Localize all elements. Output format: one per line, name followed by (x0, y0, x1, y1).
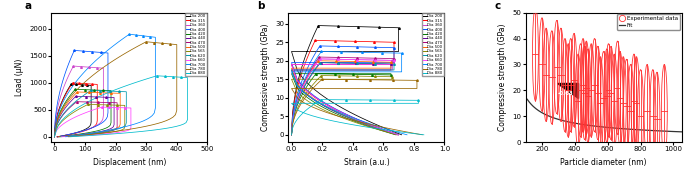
Text: a: a (25, 1, 32, 11)
Legend: Experimental data, Fit: Experimental data, Fit (616, 14, 680, 30)
Text: c: c (495, 1, 501, 11)
Y-axis label: Compressive strength (GPa): Compressive strength (GPa) (261, 24, 270, 131)
X-axis label: Strain (a.u.): Strain (a.u.) (344, 158, 389, 167)
Text: b: b (258, 1, 265, 11)
Y-axis label: Compressive strength (GPa): Compressive strength (GPa) (498, 24, 507, 131)
Legend: Dia 200, Dia 315, Dia 360, Dia 400, Dia 420, Dia 440, Dia 470, Dia 500, Dia 565,: Dia 200, Dia 315, Dia 360, Dia 400, Dia … (422, 13, 444, 76)
X-axis label: Particle diameter (nm): Particle diameter (nm) (560, 158, 647, 167)
Text: -0.63: -0.63 (558, 91, 573, 96)
Polygon shape (557, 83, 578, 98)
Y-axis label: Load (μN): Load (μN) (14, 59, 24, 96)
X-axis label: Displacement (nm): Displacement (nm) (92, 158, 166, 167)
Legend: Dia 200, Dia 315, Dia 360, Dia 400, Dia 420, Dia 440, Dia 470, Dia 500, Dia 565,: Dia 200, Dia 315, Dia 360, Dia 400, Dia … (185, 13, 207, 76)
